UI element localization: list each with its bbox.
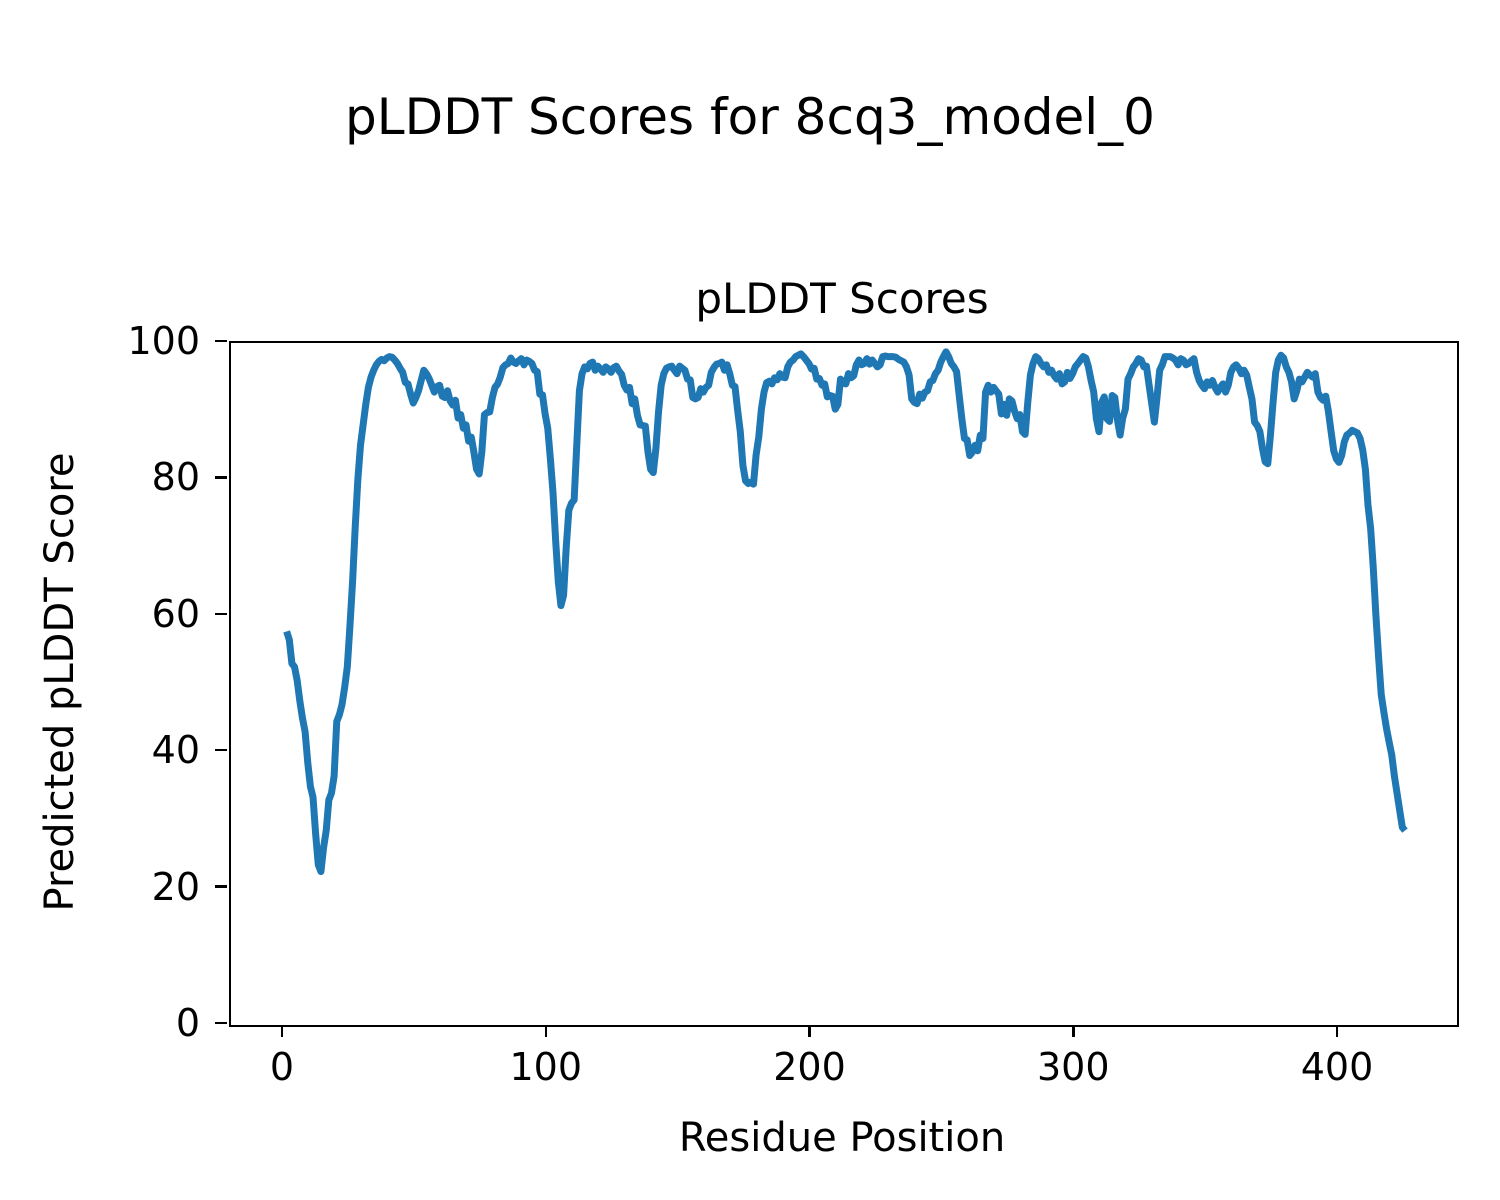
axes-title: pLDDT Scores xyxy=(695,274,989,323)
y-axis-label: Predicted pLDDT Score xyxy=(37,452,83,912)
pLDDT-score-line xyxy=(283,348,1408,876)
y-tick-mark xyxy=(215,339,227,343)
x-tick-label: 300 xyxy=(1036,1045,1110,1089)
x-tick-mark xyxy=(1335,1025,1339,1037)
y-tick-label: 80 xyxy=(151,455,200,500)
figure-suptitle: pLDDT Scores for 8cq3_model_0 xyxy=(344,88,1155,146)
y-tick-label: 20 xyxy=(151,864,200,909)
y-tick-mark xyxy=(215,1021,227,1025)
y-tick-label: 60 xyxy=(151,591,200,636)
x-tick-mark xyxy=(544,1025,547,1037)
y-tick-mark xyxy=(215,476,227,479)
x-tick-label: 400 xyxy=(1300,1045,1374,1089)
plot-area xyxy=(229,341,1459,1027)
x-tick-mark xyxy=(280,1025,284,1037)
x-tick-label: 0 xyxy=(269,1045,295,1089)
x-tick-mark xyxy=(1072,1025,1075,1037)
y-tick-label: 40 xyxy=(151,728,200,773)
y-tick-mark xyxy=(215,748,227,752)
y-tick-mark xyxy=(215,612,227,616)
pLDDT-line-plot xyxy=(283,348,1408,876)
x-tick-label: 100 xyxy=(509,1045,583,1089)
y-tick-label: 100 xyxy=(127,319,200,363)
x-tick-label: 200 xyxy=(773,1045,846,1089)
y-tick-label: 0 xyxy=(175,1001,200,1045)
x-axis-label: Residue Position xyxy=(678,1115,1006,1161)
y-tick-mark xyxy=(215,885,227,888)
x-tick-mark xyxy=(808,1025,811,1037)
